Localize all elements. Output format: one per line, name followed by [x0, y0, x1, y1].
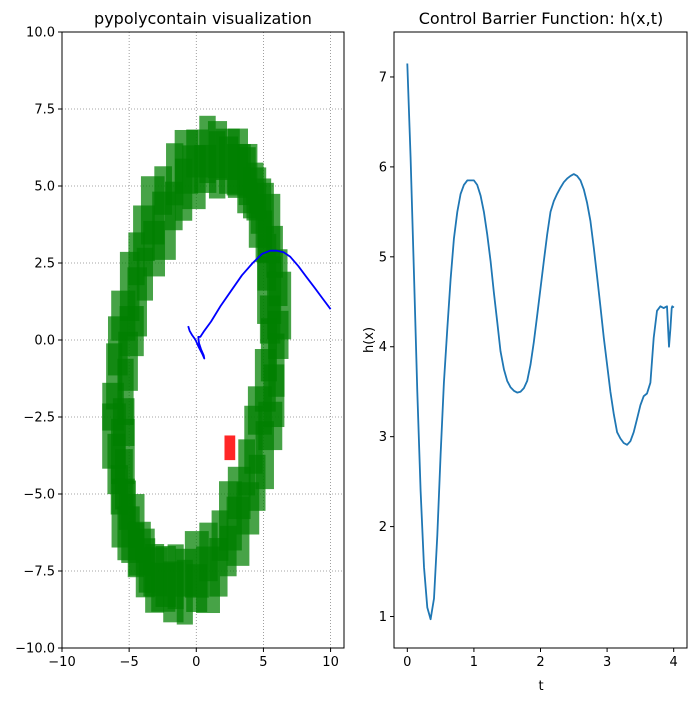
- left-chart-x-tick-label: −5: [120, 655, 139, 670]
- trajectory-line: [187, 249, 332, 360]
- right-chart-x-tick-label: 0: [403, 655, 411, 670]
- right-chart-title: Control Barrier Function: h(x,t): [419, 9, 664, 28]
- left-chart-y-tick-label: 7.5: [34, 103, 55, 118]
- left-chart-y-tick-label: −10.0: [15, 642, 55, 657]
- left-chart-x-tick-label: 5: [259, 655, 267, 670]
- left-chart-title: pypolycontain visualization: [94, 9, 312, 28]
- right-chart-x-tick-label: 2: [536, 655, 544, 670]
- current-box: [224, 435, 236, 461]
- right-chart-x-tick-label: 3: [603, 655, 611, 670]
- right-chart-y-tick-label: 2: [379, 520, 387, 535]
- right-chart-y-tick-label: 6: [379, 160, 387, 175]
- left-chart-x-tick-label: 0: [192, 655, 200, 670]
- polytope-box: [246, 162, 264, 221]
- left-chart-frame: [61, 31, 345, 649]
- left-chart-y-tick-label: 0.0: [34, 334, 55, 349]
- right-chart-series: [406, 63, 675, 621]
- left-chart-x-tick-label: −10: [48, 655, 75, 670]
- left-chart-y-tick-label: −2.5: [23, 411, 55, 426]
- left-chart-y-tick-label: −5.0: [23, 488, 55, 503]
- right-chart-x-label: t: [538, 679, 543, 694]
- right-chart-frame: [393, 31, 688, 649]
- left-chart-y-tick-label: 5.0: [34, 180, 55, 195]
- right-chart-x-tick-label: 1: [470, 655, 478, 670]
- left-chart-series: [187, 249, 332, 360]
- h-of-x-line: [406, 63, 675, 621]
- right-chart-x-tick-label: 4: [670, 655, 678, 670]
- right-chart-axes: Control Barrier Function: h(x,t) 0 1 2 3 4 1 2…: [362, 9, 688, 694]
- right-chart-y-tick-label: 3: [379, 430, 387, 445]
- left-chart-y-tick-label: 2.5: [34, 257, 55, 272]
- left-chart-ticks: −10 −5 0 5 10 −10.0 −7.5 −5.0 −2.5 0.0 2.5 5.0 7.5 10…: [15, 26, 339, 671]
- right-chart-y-tick-label: 4: [379, 340, 387, 355]
- left-chart-y-tick-label: −7.5: [23, 565, 55, 580]
- right-chart-y-tick-label: 7: [379, 70, 387, 85]
- right-chart-y-tick-label: 1: [379, 610, 387, 625]
- polytope-region: [102, 115, 292, 625]
- left-chart-axes: pypolycontain visualization −10 −5 0 5 10−10…: [15, 9, 345, 671]
- right-chart-y-label: h(x): [362, 327, 377, 353]
- right-chart-ticks: 0 1 2 3 4 1 2 3 4 5 6 7: [379, 70, 678, 670]
- current-box-group: [224, 435, 236, 461]
- right-chart-y-tick-label: 5: [379, 250, 387, 265]
- left-chart-y-tick-label: 10.0: [26, 26, 55, 41]
- left-chart-x-tick-label: 10: [322, 655, 339, 670]
